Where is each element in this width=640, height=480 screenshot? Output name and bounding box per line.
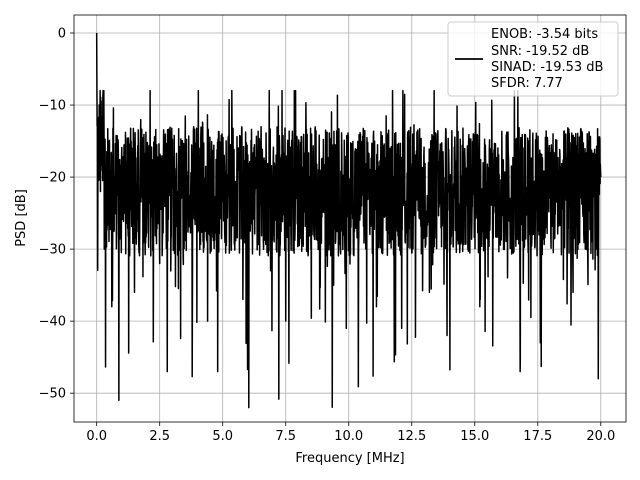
y-axis-ticks: 0 −10 −20 −30 −40 −50 (39, 27, 74, 402)
y-tick-label: −50 (39, 387, 66, 402)
legend-box (447, 21, 619, 97)
y-axis-label: PSD [dB] (14, 189, 29, 247)
x-tick-label: 17.5 (523, 429, 552, 444)
x-tick-label: 15.0 (460, 429, 489, 444)
y-tick-label: −20 (39, 171, 66, 186)
y-tick-label: −40 (39, 315, 66, 330)
x-tick-label: 2.5 (149, 429, 170, 444)
x-tick-label: 0.0 (86, 429, 107, 444)
legend: ENOB: -3.54 bits SNR: -19.52 dB SINAD: -… (447, 21, 619, 97)
y-tick-label: −30 (39, 243, 66, 258)
y-tick-label: −10 (39, 99, 66, 114)
plot-frame (73, 14, 627, 423)
x-tick-label: 5.0 (212, 429, 233, 444)
plot-area (95, 33, 602, 409)
x-axis-ticks: 0.0 2.5 5.0 7.5 10.0 12.5 15.0 17.5 20.0 (86, 422, 615, 444)
y-tick-label: 0 (58, 27, 66, 42)
legend-text-enob: ENOB: -3.54 bits (491, 27, 598, 42)
legend-text-sfdr: SFDR: 7.77 (491, 76, 563, 91)
x-tick-label: 10.0 (334, 429, 363, 444)
x-axis-label: Frequency [MHz] (295, 451, 404, 466)
legend-text-snr: SNR: -19.52 dB (491, 44, 589, 59)
psd-series-line (95, 33, 602, 409)
x-tick-label: 7.5 (275, 429, 296, 444)
x-tick-label: 12.5 (397, 429, 426, 444)
legend-text-sinad: SINAD: -19.53 dB (491, 60, 603, 75)
x-tick-label: 20.0 (586, 429, 615, 444)
